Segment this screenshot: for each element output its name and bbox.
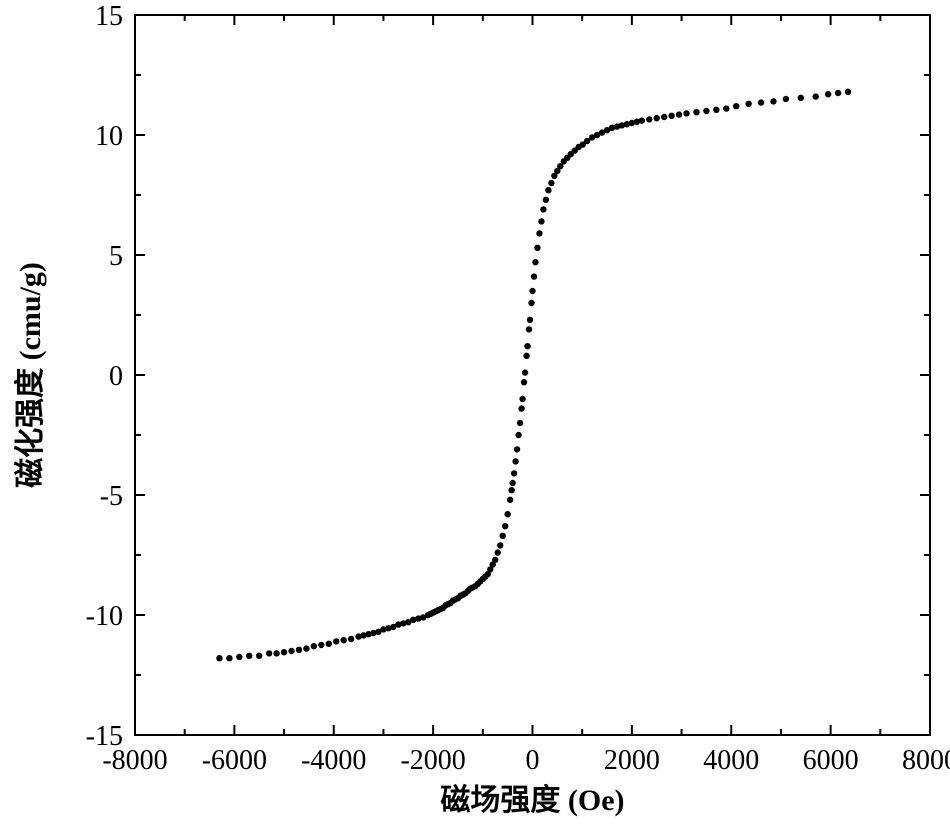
- data-point: [266, 650, 272, 656]
- x-tick-label: 2000: [604, 745, 660, 776]
- data-point: [281, 649, 287, 655]
- data-point: [497, 542, 503, 548]
- x-tick-label: 4000: [703, 745, 759, 776]
- data-point: [825, 91, 831, 97]
- data-point: [504, 511, 510, 517]
- data-point: [326, 641, 332, 647]
- data-point: [514, 446, 520, 452]
- data-point: [216, 655, 222, 661]
- x-tick-label: -4000: [301, 745, 366, 776]
- data-point: [745, 101, 751, 107]
- data-point: [676, 111, 682, 117]
- data-point: [758, 99, 764, 105]
- chart-container: -8000-6000-4000-200002000400060008000-15…: [0, 0, 950, 829]
- data-point: [522, 369, 528, 375]
- data-point: [527, 317, 533, 323]
- data-point: [835, 90, 841, 96]
- y-tick-label: 5: [109, 241, 123, 272]
- x-tick-label: 6000: [803, 745, 859, 776]
- data-point: [507, 497, 513, 503]
- data-point: [511, 470, 517, 476]
- data-point: [528, 300, 534, 306]
- y-tick-label: -5: [100, 481, 123, 512]
- data-point: [226, 655, 232, 661]
- data-point: [713, 107, 719, 113]
- y-tick-label: 0: [109, 361, 123, 392]
- data-point: [526, 326, 532, 332]
- data-point: [540, 206, 546, 212]
- x-axis-label: 磁场强度 (Oe): [440, 783, 624, 817]
- data-point: [518, 405, 524, 411]
- data-point: [256, 653, 262, 659]
- y-tick-label: 15: [95, 1, 123, 32]
- data-point: [538, 218, 544, 224]
- data-point: [798, 95, 804, 101]
- x-tick-label: -6000: [202, 745, 267, 776]
- data-point: [515, 432, 521, 438]
- data-point: [512, 458, 518, 464]
- data-point: [521, 379, 527, 385]
- data-point: [646, 116, 652, 122]
- data-point: [654, 115, 660, 121]
- data-point: [536, 230, 542, 236]
- data-point: [311, 643, 317, 649]
- data-point: [519, 396, 525, 402]
- data-point: [495, 549, 501, 555]
- data-point: [517, 420, 523, 426]
- x-tick-label: 8000: [902, 745, 950, 776]
- data-point: [246, 653, 252, 659]
- data-point: [502, 523, 508, 529]
- data-point: [499, 533, 505, 539]
- y-tick-label: 10: [95, 121, 123, 152]
- data-point: [813, 93, 819, 99]
- data-point: [661, 114, 667, 120]
- data-point: [288, 648, 294, 654]
- data-point: [548, 180, 554, 186]
- data-point: [236, 654, 242, 660]
- y-axis-label: 磁化强度 (cmu/g): [13, 262, 47, 488]
- data-point: [693, 109, 699, 115]
- data-point: [318, 642, 324, 648]
- magnetization-chart: -8000-6000-4000-200002000400060008000-15…: [0, 0, 950, 829]
- data-point: [639, 117, 645, 123]
- data-point: [340, 637, 346, 643]
- data-point: [303, 645, 309, 651]
- x-tick-label: 0: [526, 745, 540, 776]
- x-tick-label: -2000: [400, 745, 465, 776]
- data-point: [296, 647, 302, 653]
- y-tick-label: -10: [86, 601, 123, 632]
- data-point: [523, 353, 529, 359]
- data-point: [733, 103, 739, 109]
- data-point: [783, 96, 789, 102]
- data-point: [524, 343, 530, 349]
- data-point: [845, 89, 851, 95]
- data-point: [770, 98, 776, 104]
- data-point: [508, 487, 514, 493]
- data-point: [348, 636, 354, 642]
- data-point: [333, 638, 339, 644]
- y-tick-label: -15: [86, 721, 123, 752]
- data-point: [531, 273, 537, 279]
- data-point: [543, 197, 549, 203]
- data-point: [532, 259, 538, 265]
- data-point: [492, 557, 498, 563]
- data-point: [683, 110, 689, 116]
- data-point: [509, 480, 515, 486]
- data-point: [668, 113, 674, 119]
- data-point: [273, 650, 279, 656]
- data-point: [534, 245, 540, 251]
- data-point: [545, 187, 551, 193]
- data-point: [723, 105, 729, 111]
- data-point: [529, 288, 535, 294]
- data-point: [703, 108, 709, 114]
